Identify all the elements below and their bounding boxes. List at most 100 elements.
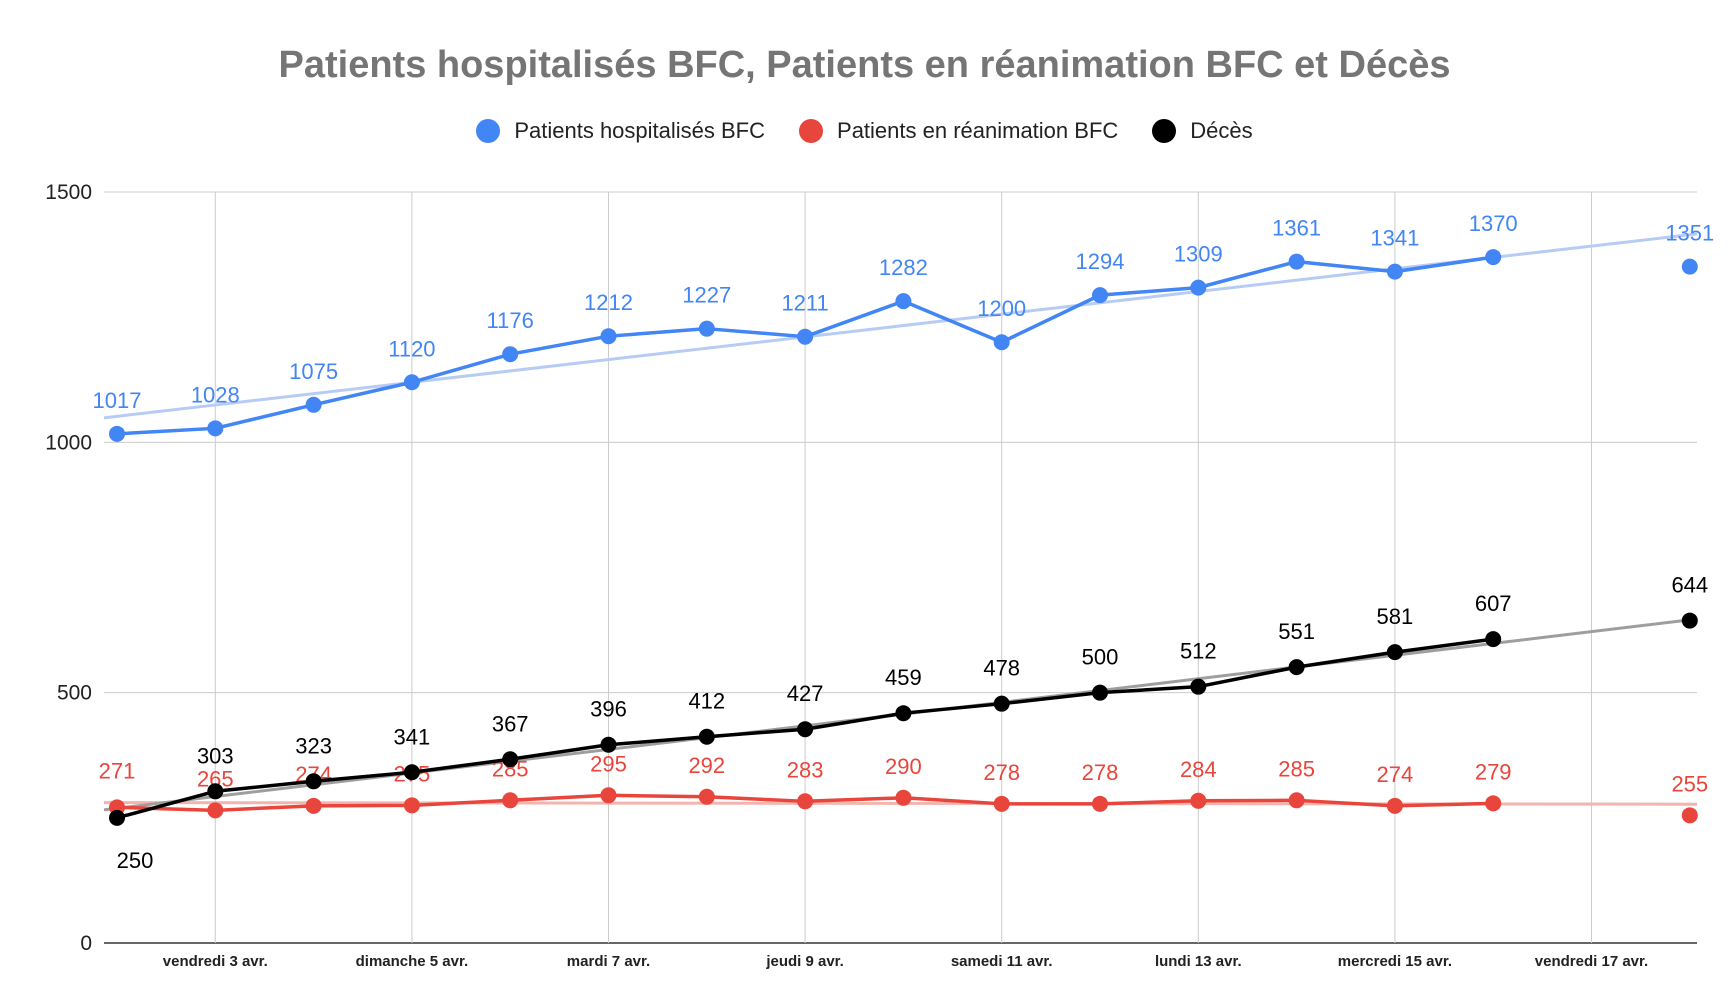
data-point (1288, 253, 1305, 270)
data-point (305, 396, 322, 413)
data-point (1485, 795, 1502, 812)
data-point (600, 787, 617, 804)
data-label: 1017 (93, 388, 142, 413)
data-point (797, 793, 814, 810)
data-label: 1211 (781, 291, 828, 316)
x-tick-label: jeudi 9 avr. (765, 953, 844, 970)
data-label: 500 (1082, 645, 1119, 670)
data-point (207, 802, 224, 819)
data-label: 278 (1082, 760, 1119, 785)
data-point (1681, 807, 1698, 824)
chart-title: Patients hospitalisés BFC, Patients en r… (278, 44, 1451, 86)
data-label: 1028 (191, 382, 240, 407)
data-point (403, 764, 420, 781)
legend-marker-reanimation (799, 119, 824, 143)
y-tick-label: 500 (57, 682, 92, 705)
data-label: 1370 (1469, 211, 1518, 236)
data-label: 644 (1671, 573, 1708, 598)
data-point (797, 721, 814, 738)
data-point (502, 751, 519, 768)
x-tick-label: samedi 11 avr. (951, 953, 1053, 970)
data-label: 427 (787, 681, 824, 706)
data-point (502, 346, 519, 363)
data-label: 1200 (977, 296, 1026, 321)
data-label: 478 (983, 656, 1020, 681)
data-point (1190, 792, 1207, 809)
data-point (993, 695, 1010, 712)
x-tick-label: vendredi 17 avr. (1535, 953, 1648, 970)
data-label: 1227 (682, 283, 731, 308)
data-label: 1341 (1370, 226, 1419, 251)
data-label: 284 (1180, 757, 1217, 782)
data-label: 1075 (289, 359, 338, 384)
data-point (1386, 263, 1403, 280)
data-label: 1212 (584, 290, 633, 315)
data-label: 551 (1278, 619, 1315, 644)
data-point (502, 792, 519, 809)
data-point (1190, 279, 1207, 296)
data-point (1092, 684, 1108, 701)
x-tick-label: dimanche 5 avr. (356, 953, 469, 970)
legend-item-reanimation[interactable]: Patients en réanimation BFC (799, 118, 1118, 144)
data-label: 290 (885, 754, 922, 779)
data-point (109, 809, 125, 826)
data-label: 283 (787, 757, 824, 782)
data-label: 412 (688, 689, 725, 714)
x-tick-label: mercredi 15 avr. (1338, 953, 1452, 970)
legend-label-hospitalises: Patients hospitalisés BFC (514, 118, 766, 143)
data-label: 1120 (388, 336, 435, 361)
data-label: 274 (1377, 762, 1414, 787)
data-point (403, 374, 420, 391)
y-tick-label: 1500 (45, 181, 92, 204)
legend: Patients hospitalisés BFC Patients en ré… (0, 118, 1729, 144)
data-point (1386, 644, 1403, 661)
data-label: 323 (295, 733, 332, 758)
x-tick-label: lundi 13 avr. (1155, 953, 1242, 970)
data-label: 512 (1180, 639, 1217, 664)
data-point (600, 736, 617, 753)
data-point (698, 728, 715, 745)
data-point (1485, 249, 1502, 266)
data-label: 1176 (487, 308, 534, 333)
data-label: 367 (492, 711, 529, 736)
data-point (109, 425, 125, 442)
data-point (895, 789, 912, 806)
data-label: 278 (983, 760, 1020, 785)
data-label: 607 (1475, 591, 1512, 616)
data-point (993, 795, 1010, 812)
data-point (1092, 795, 1108, 812)
data-label: 295 (590, 751, 627, 776)
data-point (698, 320, 715, 337)
data-label: 303 (197, 743, 234, 768)
data-point (600, 328, 617, 345)
y-tick-label: 0 (80, 932, 92, 955)
data-point (1092, 287, 1108, 304)
data-point (895, 705, 912, 722)
data-label: 292 (688, 753, 725, 778)
data-point (207, 420, 224, 437)
data-point (797, 328, 814, 345)
legend-item-hospitalises[interactable]: Patients hospitalisés BFC (476, 118, 765, 144)
data-label: 271 (99, 758, 136, 783)
legend-label-reanimation: Patients en réanimation BFC (837, 118, 1119, 143)
data-label: 1361 (1272, 216, 1321, 241)
data-label: 1294 (1076, 249, 1125, 274)
data-label: 250 (117, 848, 154, 873)
data-point (993, 334, 1010, 351)
data-label: 1351 (1665, 221, 1714, 246)
data-point (1288, 792, 1305, 809)
legend-item-deces[interactable]: Décès (1152, 118, 1253, 144)
data-point (403, 797, 420, 814)
legend-marker-deces (1152, 119, 1177, 143)
data-point (698, 788, 715, 805)
data-point (1190, 678, 1207, 695)
data-point (1386, 797, 1403, 814)
legend-label-deces: Décès (1190, 118, 1253, 143)
data-label: 285 (1278, 756, 1315, 781)
data-point (1681, 258, 1698, 275)
data-label: 396 (590, 697, 627, 722)
data-point (207, 783, 224, 800)
data-point (305, 797, 322, 814)
